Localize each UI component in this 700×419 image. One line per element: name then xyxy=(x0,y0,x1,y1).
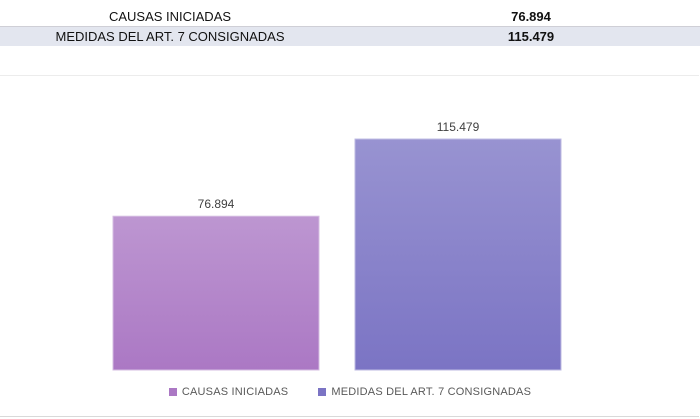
summary-table: CAUSAS INICIADAS 76.894 MEDIDAS DEL ART.… xyxy=(0,7,700,46)
bars-group xyxy=(112,138,562,371)
row-value: 76.894 xyxy=(340,7,700,27)
table-row: CAUSAS INICIADAS 76.894 xyxy=(0,7,700,27)
legend-item: MEDIDAS DEL ART. 7 CONSIGNADAS xyxy=(318,386,531,398)
chart-frame xyxy=(0,75,699,417)
legend-swatch-1 xyxy=(318,388,327,396)
legend-swatch-0 xyxy=(168,388,177,396)
legend: CAUSAS INICIADAS MEDIDAS DEL ART. 7 CONS… xyxy=(0,386,700,398)
data-label: 115.479 xyxy=(437,120,480,134)
row-label: CAUSAS INICIADAS xyxy=(0,7,340,27)
legend-item: CAUSAS INICIADAS xyxy=(168,386,289,398)
bar-causas-iniciadas xyxy=(112,215,320,371)
data-labels-group: 76.894 115.479 xyxy=(198,120,480,211)
data-label: 76.894 xyxy=(198,197,235,211)
row-label: MEDIDAS DEL ART. 7 CONSIGNADAS xyxy=(0,26,340,46)
row-value: 115.479 xyxy=(340,26,700,46)
legend-label: MEDIDAS DEL ART. 7 CONSIGNADAS xyxy=(331,386,532,398)
legend-label: CAUSAS INICIADAS xyxy=(181,386,289,398)
bar-medidas-consignadas xyxy=(354,138,562,371)
table-row: MEDIDAS DEL ART. 7 CONSIGNADAS 115.479 xyxy=(0,26,700,46)
